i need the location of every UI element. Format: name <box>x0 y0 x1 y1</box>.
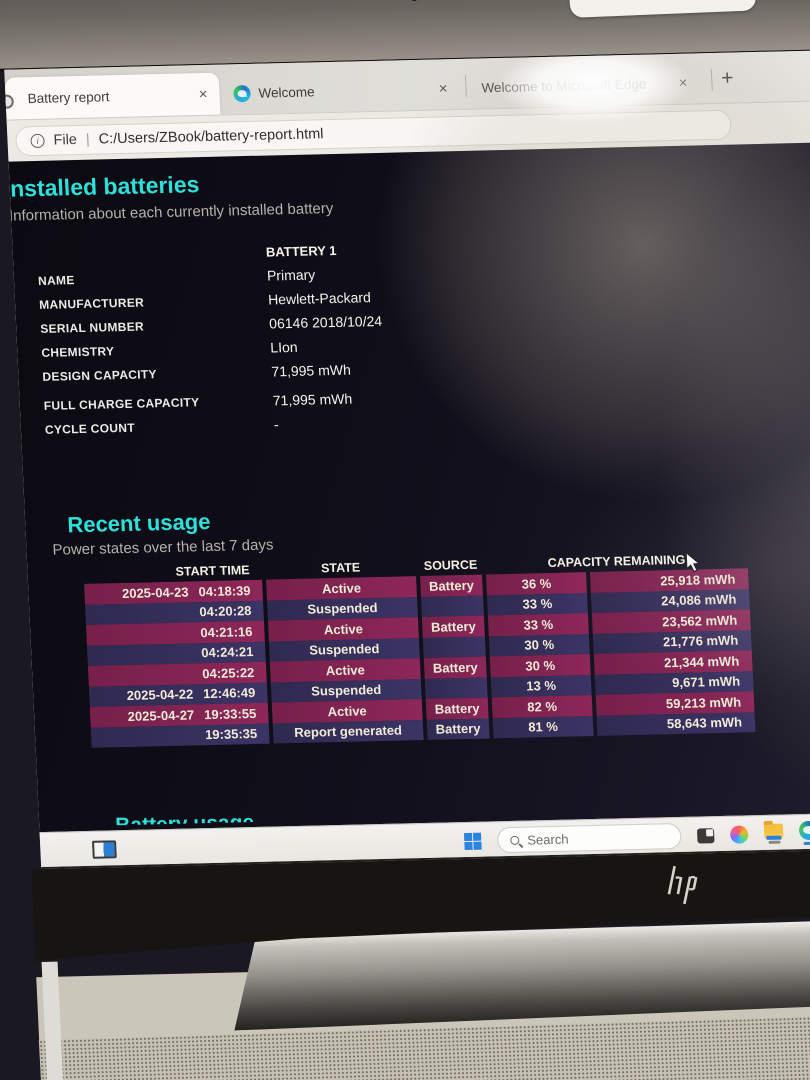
row-label: DESIGN CAPACITY <box>42 367 158 384</box>
next-section-heading-partial: Battery usage <box>114 811 255 826</box>
tab-welcome[interactable]: Welcome × <box>227 67 461 114</box>
tab-divider <box>710 69 713 92</box>
row-value: - <box>273 416 279 433</box>
tab-close-icon[interactable]: × <box>198 85 208 103</box>
tab-label: Battery report <box>27 88 110 106</box>
row-label: CYCLE COUNT <box>44 420 136 437</box>
taskbar-search[interactable]: Search <box>496 822 682 854</box>
row-label: SERIAL NUMBER <box>39 319 145 336</box>
tab-welcome-to-edge[interactable]: Welcome to Microsoft Edge × <box>472 61 700 108</box>
address-scheme: File <box>53 132 78 149</box>
col-capacity-remaining: CAPACITY REMAINING <box>547 552 686 571</box>
address-separator: | <box>85 131 91 148</box>
open-app-indicator <box>768 840 781 844</box>
battery-report-page: Installed batteries Information about ea… <box>8 142 810 833</box>
tab-battery-report[interactable]: Battery report × <box>4 72 221 120</box>
recent-usage-heading: Recent usage <box>66 508 211 538</box>
row-label: FULL CHARGE CAPACITY <box>43 395 200 413</box>
edge-icon <box>798 820 810 841</box>
row-value: 71,995 mWh <box>272 390 353 409</box>
bezel-sticker <box>568 0 757 18</box>
search-placeholder: Search <box>526 831 569 848</box>
page-info-icon[interactable]: i <box>30 133 45 149</box>
recent-usage-subtitle: Power states over the last 7 days <box>52 536 274 559</box>
installed-batteries-table: BATTERY 1 NAME Primary MANUFACTURER Hewl… <box>36 235 475 442</box>
col-start-time: START TIME <box>175 563 250 579</box>
col-source: SOURCE <box>423 557 478 573</box>
tab-label: Welcome <box>258 83 315 101</box>
copilot-icon[interactable] <box>729 825 749 844</box>
hp-logo <box>662 863 710 906</box>
row-value: LIon <box>269 338 298 356</box>
open-app-indicator <box>803 842 810 845</box>
task-view-icon[interactable] <box>696 827 715 844</box>
row-value: 06146 2018/10/24 <box>268 312 383 332</box>
widgets-icon[interactable] <box>91 840 117 859</box>
new-tab-button[interactable]: + <box>720 66 735 90</box>
installed-batteries-subtitle: Information about each currently install… <box>8 199 334 225</box>
file-explorer-button[interactable] <box>763 823 784 844</box>
address-url: C:/Users/ZBook/battery-report.html <box>98 126 324 148</box>
search-icon <box>510 835 520 845</box>
battery-column-header: BATTERY 1 <box>265 242 337 260</box>
row-value: Hewlett-Packard <box>267 289 372 308</box>
row-value: Primary <box>266 266 316 284</box>
tab-close-icon[interactable]: × <box>438 79 448 97</box>
webcam <box>408 0 420 2</box>
tab-label: Welcome to Microsoft Edge <box>481 76 647 95</box>
tab-close-icon[interactable]: × <box>678 74 688 92</box>
row-value: 71,995 mWh <box>271 361 352 380</box>
laptop-screen: Battery report × Welcome × Welcome to Mi… <box>4 50 810 870</box>
edge-favicon <box>233 84 251 102</box>
laptop-bottom-bezel <box>31 849 810 961</box>
battery-report-favicon <box>4 94 15 109</box>
tab-divider <box>464 74 467 97</box>
edge-button[interactable] <box>798 820 810 845</box>
row-label: CHEMISTRY <box>41 344 115 360</box>
recent-usage-table: START TIME STATE SOURCE CAPACITY REMAINI… <box>83 548 757 748</box>
row-label: NAME <box>37 273 75 288</box>
row-label: MANUFACTURER <box>38 295 145 312</box>
installed-batteries-heading: Installed batteries <box>8 171 200 202</box>
start-button[interactable] <box>463 832 482 850</box>
col-state: STATE <box>320 560 361 576</box>
mouse-cursor <box>685 551 701 573</box>
file-explorer-icon <box>763 823 784 840</box>
